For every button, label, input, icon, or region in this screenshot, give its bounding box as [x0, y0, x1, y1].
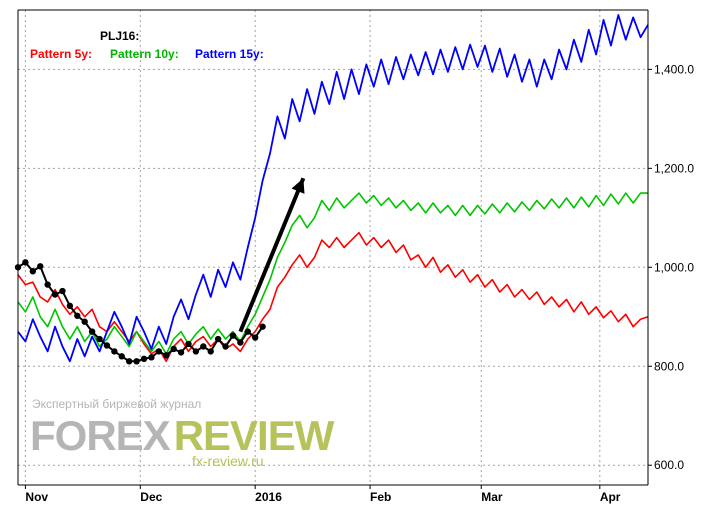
- marker-plj16-actual: [37, 263, 43, 269]
- marker-plj16-actual: [126, 358, 132, 364]
- marker-plj16-actual: [22, 259, 28, 265]
- legend-item: Pattern 10y:: [110, 47, 179, 61]
- marker-plj16-actual: [215, 336, 221, 342]
- marker-plj16-actual: [237, 339, 243, 345]
- marker-plj16-actual: [222, 343, 228, 349]
- marker-plj16-actual: [74, 313, 80, 319]
- marker-plj16-actual: [230, 332, 236, 338]
- y-tick-label: 800.0: [654, 359, 684, 373]
- marker-plj16-actual: [104, 342, 110, 348]
- y-tick-label: 1,200.0: [654, 161, 694, 175]
- marker-plj16-actual: [156, 348, 162, 354]
- x-tick-label: Apr: [600, 490, 621, 504]
- x-tick-label: Feb: [370, 490, 391, 504]
- marker-plj16-actual: [193, 348, 199, 354]
- marker-plj16-actual: [208, 348, 214, 354]
- marker-plj16-actual: [111, 348, 117, 354]
- watermark-main: FOREXREVIEW: [30, 412, 335, 459]
- marker-plj16-actual: [252, 334, 258, 340]
- marker-plj16-actual: [96, 336, 102, 342]
- legend-item: Pattern 5y:: [30, 47, 92, 61]
- marker-plj16-actual: [259, 323, 265, 329]
- y-tick-label: 1,000.0: [654, 260, 694, 274]
- marker-plj16-actual: [67, 303, 73, 309]
- marker-plj16-actual: [44, 281, 50, 287]
- marker-plj16-actual: [185, 341, 191, 347]
- marker-plj16-actual: [200, 343, 206, 349]
- marker-plj16-actual: [178, 349, 184, 355]
- legend-item: Pattern 15y:: [195, 47, 264, 61]
- y-tick-label: 600.0: [654, 458, 684, 472]
- marker-plj16-actual: [148, 354, 154, 360]
- chart-svg: Экспертный биржевой журналFOREXREVIEWfx-…: [0, 0, 705, 511]
- x-tick-label: Dec: [140, 490, 162, 504]
- marker-plj16-actual: [59, 288, 65, 294]
- marker-plj16-actual: [52, 291, 58, 297]
- marker-plj16-actual: [170, 346, 176, 352]
- y-tick-label: 1,400.0: [654, 62, 694, 76]
- marker-plj16-actual: [245, 328, 251, 334]
- marker-plj16-actual: [133, 358, 139, 364]
- marker-plj16-actual: [30, 268, 36, 274]
- x-tick-label: Mar: [481, 490, 503, 504]
- legend-title: PLJ16:: [100, 29, 139, 43]
- marker-plj16-actual: [141, 356, 147, 362]
- marker-plj16-actual: [82, 319, 88, 325]
- watermark-url: fx-review.ru: [192, 453, 264, 469]
- x-tick-label: 2016: [255, 490, 282, 504]
- x-tick-label: Nov: [25, 490, 48, 504]
- chart-container: Экспертный биржевой журналFOREXREVIEWfx-…: [0, 0, 705, 511]
- marker-plj16-actual: [119, 353, 125, 359]
- watermark-subtitle: Экспертный биржевой журнал: [32, 397, 201, 411]
- marker-plj16-actual: [163, 352, 169, 358]
- marker-plj16-actual: [89, 328, 95, 334]
